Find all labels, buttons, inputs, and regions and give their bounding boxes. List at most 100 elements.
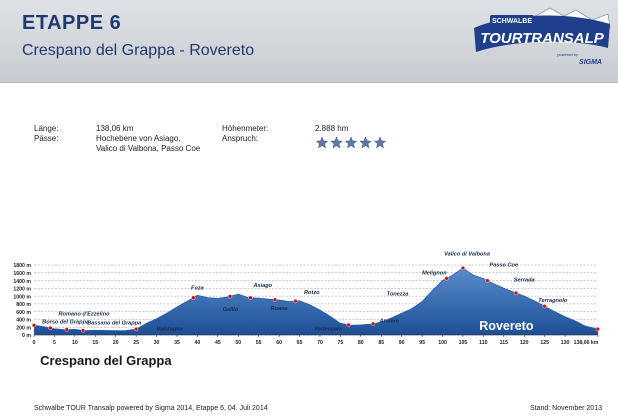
difficulty-star (359, 136, 372, 149)
pass-line: Valico di Valbona, Passo Coe (96, 144, 201, 153)
logo-main-text: TOURTRANSALP (480, 30, 605, 47)
waypoint-label: Bassano del Grappa (87, 321, 141, 327)
x-tick-label: 95 (419, 340, 425, 346)
waypoint-marker (272, 297, 278, 302)
waypoint-label: Asiago (252, 283, 272, 289)
waypoint-marker (64, 327, 69, 332)
elevation-value: 2.888 hm (315, 124, 349, 133)
waypoint-marker (31, 323, 37, 328)
waypoint-label: Valico di Valbona (444, 252, 490, 258)
waypoint-marker (542, 304, 547, 309)
waypoint-label: Terragnolo (538, 298, 568, 304)
waypoint-marker (460, 266, 466, 271)
x-tick-label: 35 (174, 340, 180, 346)
difficulty-star (330, 136, 343, 149)
waypoint-marker (444, 276, 449, 281)
x-tick-label: 45 (215, 340, 221, 346)
waypoint-marker (227, 294, 233, 299)
x-tick-label: 75 (337, 340, 343, 346)
difficulty-label: Anspruch: (222, 134, 259, 143)
x-tick-label: 138,06 km (574, 340, 599, 346)
stage-title: ETAPPE 6 (22, 12, 122, 34)
waypoint-label: Romano d'Ezzelino (59, 312, 111, 318)
difficulty-star (373, 136, 387, 149)
x-tick-label: 110 (479, 340, 487, 346)
y-tick-label: 1400 m (13, 279, 31, 285)
logo-schwalbe-text: SCHWALBE (492, 18, 532, 25)
waypoint-marker (191, 295, 196, 300)
x-tick-label: 70 (317, 340, 323, 346)
x-tick-label: 85 (378, 340, 384, 346)
y-tick-label: 1000 m (13, 294, 31, 300)
x-tick-label: 0 (33, 340, 36, 346)
waypoint-marker (370, 321, 376, 326)
waypoint-marker (134, 327, 139, 332)
x-tick-label: 20 (113, 340, 119, 346)
waypoint-label: Passo Coe (489, 263, 518, 269)
logo-powered-text: powered by (557, 52, 578, 57)
x-tick-label: 15 (92, 340, 98, 346)
x-tick-label: 125 (540, 340, 549, 346)
x-tick-label: 30 (154, 340, 160, 346)
waypoint-marker (248, 295, 253, 300)
y-tick-label: 800 m (16, 302, 31, 308)
length-value: 138,06 km (96, 124, 134, 133)
difficulty-star (344, 136, 358, 149)
waypoint-label: Gallio (223, 307, 239, 313)
y-tick-label: 400 m (16, 318, 31, 324)
start-town-label: Crespano del Grappa (40, 353, 172, 368)
y-tick-label: 200 m (16, 325, 31, 331)
waypoint-marker (513, 290, 519, 296)
waypoint-label: Borso del Grappa (42, 320, 89, 326)
x-tick-label: 60 (276, 340, 282, 346)
waypoint-marker (293, 298, 298, 304)
x-tick-label: 100 (438, 340, 447, 346)
footer-date: Stand: November 2013 (530, 405, 602, 412)
x-tick-label: 115 (500, 340, 508, 346)
logo-sigma-text: SIGMA (579, 59, 602, 66)
pass-line: Hochebene von Asiago, (96, 134, 181, 143)
waypoint-marker (485, 278, 490, 283)
waypoint-marker (80, 328, 86, 333)
stage-route: Crespano del Grappa - Rovereto (22, 42, 255, 59)
x-tick-label: 65 (297, 340, 303, 346)
y-tick-label: 1600 m (13, 271, 31, 277)
waypoint-marker (346, 322, 351, 327)
x-tick-label: 105 (459, 340, 468, 346)
waypoint-label: Valstagna (157, 327, 183, 333)
y-tick-label: 1200 m (13, 287, 31, 293)
waypoint-label: Rotzo (304, 290, 320, 296)
waypoint-label: Pedescala (314, 326, 341, 332)
elevation-area (34, 268, 598, 335)
footer-credit: Schwalbe TOUR Transalp powered by Sigma … (34, 405, 268, 412)
schwalbe-tourtransalp-logo: SCHWALBE TOURTRANSALP powered by SIGMA (474, 7, 611, 66)
waypoint-label: Roana (271, 306, 288, 312)
waypoint-marker (48, 325, 53, 331)
waypoint-marker (595, 327, 600, 332)
waypoint-label: Arsiero (379, 319, 400, 325)
waypoint-label: Serrada (514, 278, 535, 284)
x-tick-label: 130 (561, 340, 570, 346)
passes-label: Pässe: (34, 134, 59, 143)
difficulty-stars (315, 136, 387, 149)
y-tick-label: 0 m (22, 333, 31, 339)
waypoint-label: Tonezza (387, 291, 409, 297)
passes-list: Hochebene von Asiago, Valico di Valbona,… (96, 134, 200, 154)
elevation-label: Höhenmeter: (222, 124, 269, 133)
x-tick-label: 90 (399, 340, 405, 346)
header-bar: ETAPPE 6 Crespano del Grappa - Rovereto … (0, 0, 618, 83)
waypoint-label: Foza (191, 286, 204, 292)
length-label: Länge: (34, 124, 59, 133)
x-tick-label: 40 (195, 340, 201, 346)
x-tick-label: 5 (53, 340, 56, 346)
x-tick-label: 80 (358, 340, 364, 346)
x-tick-label: 55 (256, 340, 262, 346)
x-tick-label: 10 (72, 340, 78, 346)
difficulty-star (315, 136, 329, 149)
x-tick-label: 50 (235, 340, 241, 346)
y-tick-label: 600 m (16, 310, 31, 316)
x-tick-label: 25 (133, 340, 139, 346)
waypoint-label: Melignon (422, 270, 447, 276)
